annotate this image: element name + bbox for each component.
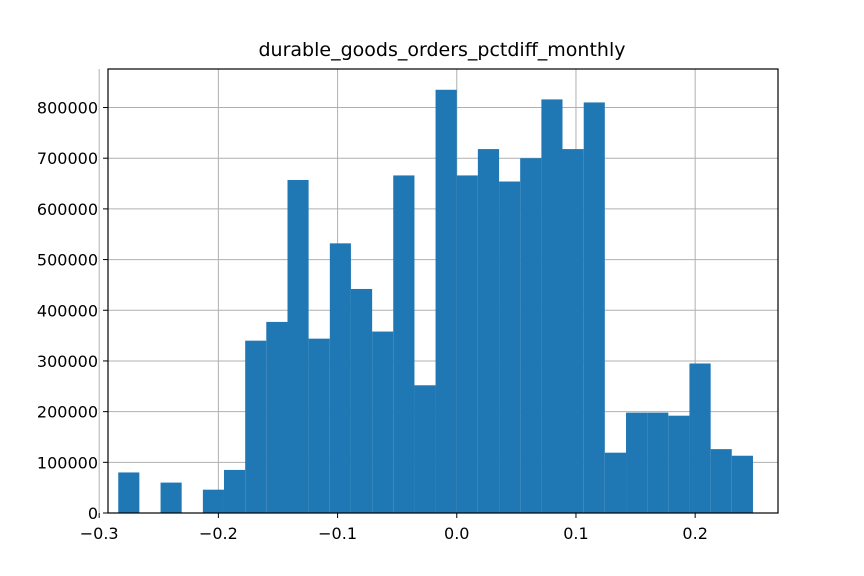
y-tick-label: 700000 bbox=[37, 149, 98, 168]
histogram-bar bbox=[223, 469, 246, 513]
chart-title: durable_goods_orders_pctdiff_monthly bbox=[259, 39, 626, 61]
histogram-bars bbox=[118, 89, 753, 514]
x-tick-label: 0.0 bbox=[444, 524, 469, 543]
y-tick-label: 0 bbox=[88, 504, 98, 523]
x-axis-ticks: −0.3 −0.2 −0.1 0.0 0.1 0.2 bbox=[80, 513, 708, 543]
histogram-bar bbox=[308, 338, 330, 513]
histogram-bar bbox=[350, 288, 373, 513]
axes-frame bbox=[107, 68, 779, 514]
x-tick-label: 0.2 bbox=[682, 524, 707, 543]
y-tick-label: 600000 bbox=[37, 200, 98, 219]
histogram-bar bbox=[329, 243, 351, 513]
histogram-bar bbox=[287, 180, 309, 513]
y-tick-label: 500000 bbox=[37, 251, 98, 270]
histogram-bar bbox=[160, 482, 182, 513]
histogram-bar bbox=[118, 472, 140, 513]
y-axis-ticks: 0 100000 200000 300000 400000 500000 600000 700… bbox=[37, 99, 108, 523]
y-tick-label: 100000 bbox=[37, 453, 98, 472]
histogram-bar bbox=[414, 385, 436, 513]
histogram-bar bbox=[562, 149, 584, 513]
histogram-bar bbox=[604, 452, 627, 513]
x-tick-label: 0.1 bbox=[563, 524, 588, 543]
histogram-bar bbox=[647, 412, 669, 513]
histogram-bar bbox=[202, 489, 224, 513]
histogram-bar bbox=[541, 99, 563, 514]
histogram-bar bbox=[626, 412, 648, 513]
y-tick-label: 800000 bbox=[37, 99, 98, 118]
histogram-bar bbox=[372, 331, 394, 513]
histogram-bar bbox=[731, 455, 753, 513]
y-tick-label: 300000 bbox=[37, 352, 98, 371]
histogram-bar bbox=[393, 175, 415, 513]
x-tick-label: −0.3 bbox=[80, 524, 119, 543]
histogram-bar bbox=[435, 89, 457, 513]
y-tick-label: 400000 bbox=[37, 301, 98, 320]
histogram-bar bbox=[710, 449, 732, 513]
y-tick-label: 200000 bbox=[37, 403, 98, 422]
histogram-bar bbox=[266, 321, 288, 513]
histogram-bar bbox=[245, 340, 267, 513]
histogram-bar bbox=[689, 363, 711, 513]
histogram-bar bbox=[477, 149, 500, 513]
histogram-bar bbox=[583, 102, 605, 513]
histogram-bar bbox=[520, 158, 542, 513]
x-tick-label: −0.1 bbox=[318, 524, 357, 543]
histogram-bar bbox=[456, 175, 478, 513]
histogram-bar bbox=[499, 181, 521, 513]
x-tick-label: −0.2 bbox=[199, 524, 238, 543]
histogram-bar bbox=[668, 415, 690, 513]
